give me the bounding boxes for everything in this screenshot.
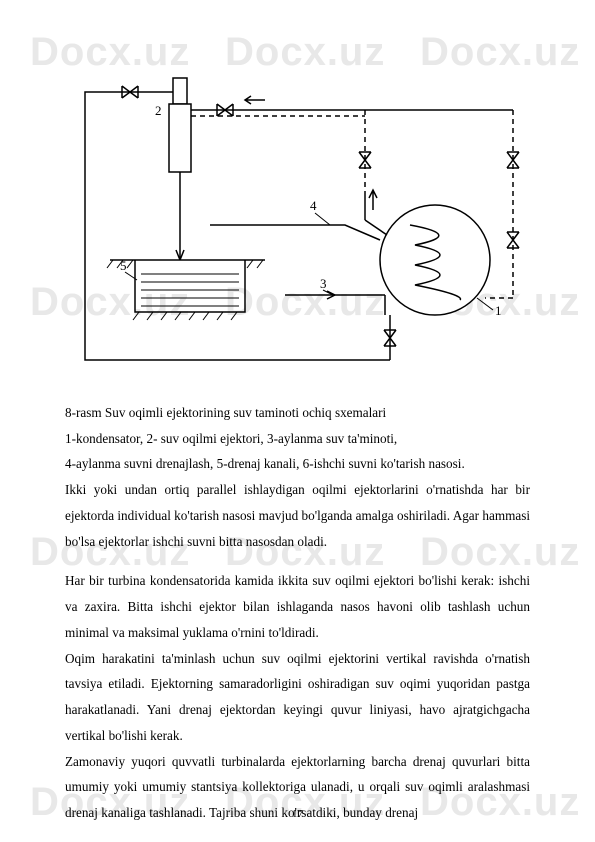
page-number: 17	[0, 808, 595, 820]
paragraph-2: Har bir turbina kondensatorida kamida ik…	[65, 568, 530, 645]
diagram-label-3: 3	[320, 276, 327, 291]
caption-line-2: 1-kondensator, 2- suv oqilmi ejektori, 3…	[65, 426, 530, 452]
paragraph-3: Oqim harakatini ta'minlash uchun suv oqi…	[65, 646, 530, 749]
caption-line-3: 4-aylanma suvni drenajlash, 5-drenaj kan…	[65, 451, 530, 477]
diagram-svg: 1 2 3 4 5	[65, 60, 530, 380]
diagram-label-1: 1	[495, 303, 502, 318]
diagram-label-5: 5	[120, 258, 127, 273]
diagram-label-2: 2	[155, 103, 162, 118]
diagram-label-4: 4	[310, 198, 317, 213]
body-text: 8-rasm Suv oqimli ejektorining suv tamin…	[65, 400, 530, 826]
paragraph-1: Ikki yoki undan ortiq parallel ishlaydig…	[65, 477, 530, 554]
caption-line-1: 8-rasm Suv oqimli ejektorining suv tamin…	[65, 400, 530, 426]
ejector-diagram: 1 2 3 4 5	[65, 60, 530, 380]
